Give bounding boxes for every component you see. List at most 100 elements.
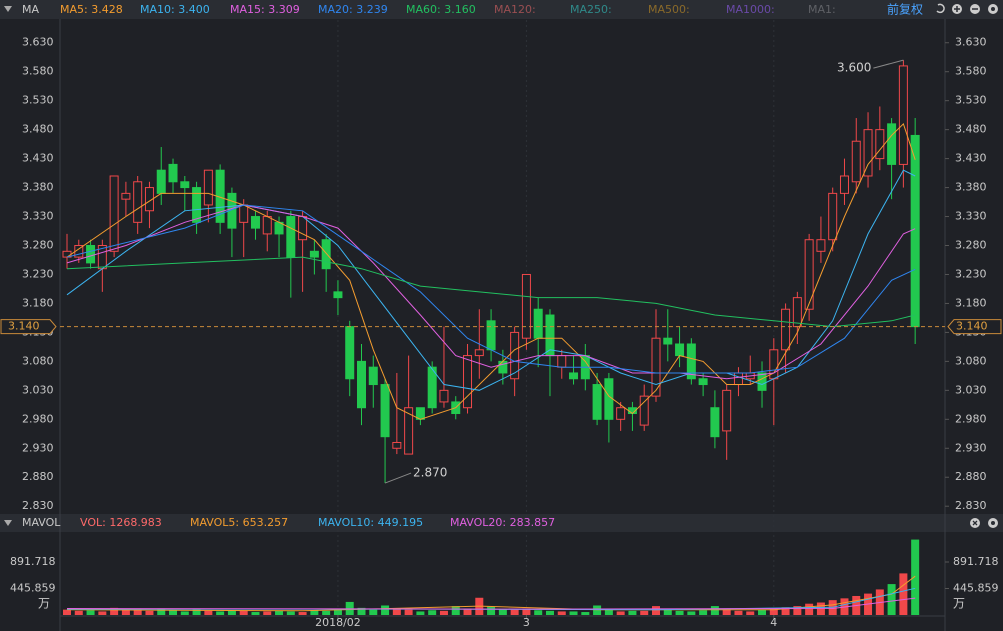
candle-body [698,378,708,386]
candle-body [521,273,531,339]
candle-body [875,129,885,160]
y-tick-label-right: 2.830 [955,499,987,512]
volume-bar [758,609,767,615]
volume-bar [522,608,531,615]
volume-legend-item: MAVOL5: 653.257 [190,516,288,529]
volume-bar [805,603,814,615]
ma-line [66,122,916,420]
y-tick-label: 3.280 [22,239,54,252]
candle-body [651,337,661,397]
candle-body [722,389,732,432]
toolbar [0,0,1003,19]
y-tick-label-right: 3.430 [955,152,987,165]
volume-bar [133,609,142,615]
volume-tick-label-right: 891.718 [953,555,999,568]
volume-bar [699,610,708,615]
candle-body [168,163,178,183]
y-tick-label-right: 3.080 [955,354,987,367]
x-tick-label: 2018/02 [315,616,361,629]
volume-legend-item: MAVOL20: 283.857 [450,516,555,529]
candle-body [262,216,272,235]
volume-bar [887,584,896,615]
volume-unit: 万 [38,597,50,611]
volume-bar [428,610,437,615]
candle-body [792,297,802,328]
volume-bar [227,610,236,615]
y-tick-label-right: 3.180 [955,296,987,309]
volume-bar [899,573,908,615]
volume-bar [640,610,649,615]
candle-body [757,372,767,391]
volume-bar [628,610,637,615]
volume-bar [769,608,778,615]
candle-body [357,360,366,409]
adjust-button[interactable]: 前复权 [887,2,923,17]
candle-body [533,308,543,339]
volume-bar [793,606,802,615]
volume-bar [298,612,307,615]
volume-toolbar [0,514,1003,532]
volume-bar [310,610,319,615]
volume-bar [545,610,554,615]
y-tick-label-right: 3.630 [955,36,987,49]
volume-bar [498,609,507,615]
candle-body [286,216,296,258]
menu-arrow[interactable] [4,6,12,12]
y-tick-label: 2.830 [22,499,54,512]
last-price-label: 3.140 [8,320,40,333]
volume-label: VOL: 1268.983 [80,516,162,529]
volume-legend-item: MAVOL10: 449.195 [318,516,423,529]
y-tick-label: 3.430 [22,152,54,165]
volume-bar [145,610,154,615]
y-tick-label-right: 3.330 [955,210,987,223]
volume-bar [581,612,590,615]
y-tick-label-right: 3.480 [955,123,987,136]
volume-bar [369,609,378,615]
candle-body [121,192,131,200]
volume-bar [239,610,248,615]
volume-bar [169,610,178,615]
candle-body [592,384,602,420]
volume-bar [322,610,331,615]
candle-body [368,366,378,386]
candle-body [616,407,626,420]
legend-item-inactive: MA500: [648,3,690,16]
y-tick-label: 3.580 [22,65,54,78]
volume-bar [404,609,413,615]
candle-body [309,250,319,258]
y-tick-label: 3.030 [22,383,54,396]
y-tick-label: 3.380 [22,181,54,194]
volume-bar [63,609,71,615]
volume-bar [439,610,448,615]
x-tick-label: 3 [523,616,530,629]
volume-bar [381,605,390,615]
candle-body [828,192,838,241]
y-tick-label: 2.980 [22,412,54,425]
volume-tick-label: 891.718 [10,555,56,568]
volume-bar [216,611,225,615]
menu-arrow[interactable] [4,520,12,526]
settings-hole [991,521,995,525]
candle-body [156,169,166,194]
candle-body [710,407,720,438]
volume-bar [734,610,743,615]
candle-body [427,366,437,409]
candle-body [345,326,355,380]
ma-line [66,597,916,610]
candle-body [321,239,331,270]
volume-bar [557,611,566,615]
volume-bar [286,611,295,615]
volume-bar [192,609,201,615]
legend-item: MA20: 3.239 [318,3,388,16]
plot-layer: 2018/02 3 4 3.630 3.630 3.580 3.580 3.530 3.530 3… [0,3,1002,629]
volume-bar [463,608,472,615]
volume-bar [510,609,519,615]
candle-body [463,355,473,409]
undo-icon[interactable] [936,3,945,14]
candle-body [569,372,579,380]
volume-bar [911,539,920,615]
volume-bar [275,610,284,615]
candle-body [863,129,873,177]
volume-bar [722,609,731,615]
candle-body [686,343,696,380]
